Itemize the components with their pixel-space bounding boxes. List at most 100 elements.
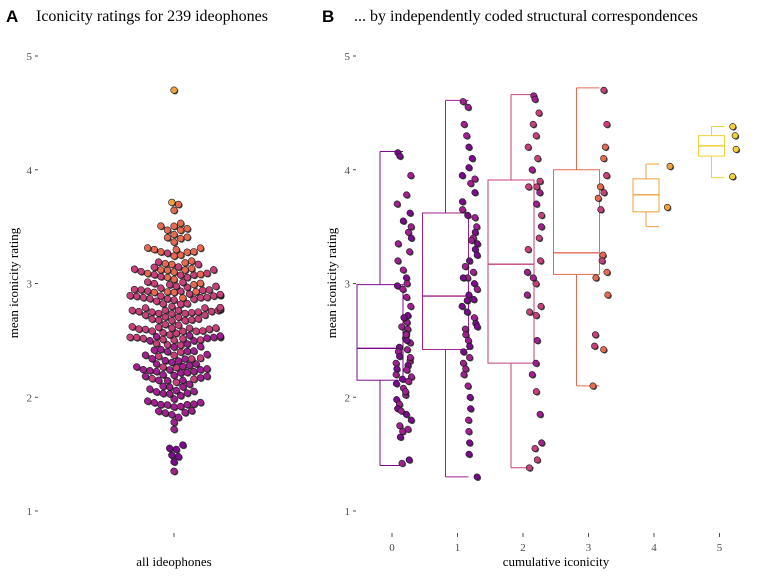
panel-a-point — [181, 355, 189, 363]
panel-a-point — [155, 352, 163, 360]
panel-a-point — [163, 295, 171, 303]
panel-b-point — [531, 95, 539, 103]
panel-a-point — [161, 356, 169, 365]
panel-b-point — [460, 120, 468, 128]
panel-a-point — [135, 325, 143, 333]
panel-b-point — [406, 248, 413, 256]
panel-b-points — [392, 86, 741, 481]
panel-a-point — [168, 358, 176, 366]
panel-b-point — [466, 439, 473, 447]
panel-b-point — [523, 268, 531, 276]
panel-a-point — [183, 273, 191, 281]
panel-b-point — [591, 342, 598, 350]
box-iqr — [422, 212, 469, 350]
panel-a-point — [170, 425, 178, 433]
panel-a-point — [196, 270, 204, 278]
panel-b-point — [466, 354, 473, 361]
panel-b-point — [525, 183, 533, 191]
panel-a-point — [168, 317, 176, 325]
panel-b-point — [532, 311, 540, 319]
panel-a-point — [133, 363, 141, 371]
panel-b-point — [471, 175, 479, 183]
panel-a-point — [155, 407, 163, 415]
panel-b-point — [467, 405, 474, 413]
panel-a-point — [179, 327, 187, 335]
panel-a-point — [159, 335, 167, 343]
panel-b-point — [603, 268, 611, 276]
panel-b-point — [534, 154, 542, 162]
panel-b-x-axis-label: cumulative iconicity — [503, 554, 610, 569]
panel-a-point — [170, 418, 178, 426]
panel-a-point — [192, 327, 200, 335]
panel-b-point — [597, 206, 605, 213]
panel-a-point — [148, 315, 156, 323]
panel-b-point — [461, 263, 469, 270]
panel-a-point — [183, 225, 191, 233]
panel-a-point — [141, 325, 149, 333]
panel-b-point — [597, 183, 604, 191]
panel-a-point — [181, 309, 189, 317]
panel-b-point — [407, 172, 415, 179]
panel-b-point — [600, 154, 607, 162]
panel-a-point — [196, 279, 204, 287]
panel-a-point — [183, 389, 191, 397]
panel-a-point — [163, 249, 171, 257]
panel-a-point — [212, 324, 220, 332]
panel-a-point — [188, 257, 196, 265]
panel-b-point — [405, 456, 413, 464]
panel-b-point — [402, 388, 409, 395]
panel-b-point — [392, 380, 400, 387]
panel-b-point — [459, 206, 466, 213]
panel-b-point — [458, 172, 466, 179]
panel-b-point — [537, 302, 545, 310]
panel-b-point — [468, 154, 476, 162]
panel-a-point — [144, 244, 152, 252]
panel-a-point — [183, 347, 191, 355]
panel-a-point — [144, 278, 152, 286]
panel-b-point — [473, 285, 481, 293]
panel-a-point — [170, 403, 178, 411]
panel-a-point — [207, 307, 215, 316]
panel-a-point — [130, 285, 138, 294]
panel-b-point — [589, 382, 597, 390]
panel-a-point — [177, 402, 185, 411]
panel-a-point — [170, 343, 178, 351]
panel-a-point — [150, 399, 158, 407]
panel-b-point — [462, 331, 470, 339]
panel-b-point — [473, 223, 480, 231]
panel-a-point — [216, 290, 224, 299]
panel-b-point — [470, 314, 478, 322]
panel-b-point — [403, 191, 410, 199]
panel-a-point — [185, 290, 193, 298]
panel-b-point — [466, 342, 473, 350]
panel-a-point — [179, 383, 187, 391]
panel-a-point — [210, 333, 218, 341]
panel-a-point — [181, 259, 189, 267]
panel-b-point — [394, 257, 402, 265]
panel-a-point — [172, 245, 180, 254]
panel-b-point — [402, 331, 410, 339]
panel-a-point — [205, 325, 213, 333]
panel-a-point — [212, 282, 220, 290]
panel-b-point — [396, 433, 404, 441]
panel-b-point — [392, 359, 400, 367]
panel-a-point — [163, 266, 171, 274]
panel-b-point — [403, 280, 411, 287]
panel-b-point — [465, 416, 472, 424]
panel-a-point — [130, 265, 138, 273]
panel-a-point — [188, 316, 196, 324]
panel-a-point — [177, 219, 185, 227]
panel-a-point — [166, 444, 174, 452]
panel-a-point — [157, 284, 165, 292]
panel-a-point — [179, 441, 187, 449]
panel-b-point — [464, 211, 472, 219]
panel-a-point — [203, 293, 211, 301]
panel-b-point — [600, 189, 608, 196]
panel-a-point — [174, 453, 182, 461]
panel-a-point — [148, 355, 156, 363]
panel-b-point — [594, 194, 602, 202]
panel-b-x-tick-label: 2 — [520, 542, 526, 554]
panel-b-point — [396, 152, 404, 160]
panel-b-point — [603, 120, 611, 128]
